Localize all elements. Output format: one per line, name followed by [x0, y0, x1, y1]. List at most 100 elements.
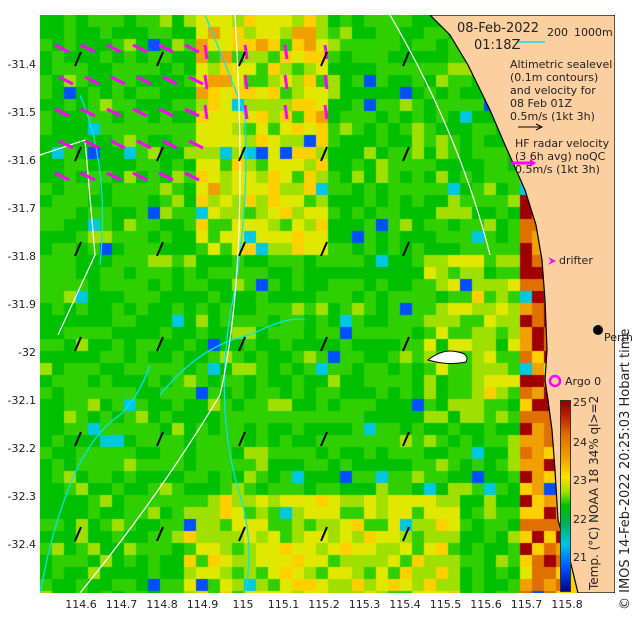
- legend-line: and velocity for: [510, 84, 596, 97]
- isobath-line: [389, 15, 491, 256]
- altimetry-arrow: [156, 146, 164, 162]
- isobath-line: [79, 15, 241, 593]
- hf-radar-arrow: [80, 171, 96, 182]
- altimetry-arrow: [402, 336, 410, 352]
- hf-radar-arrow: [203, 44, 209, 60]
- x-tick-label: 115.6: [470, 598, 502, 611]
- hf-radar-arrow: [132, 107, 148, 118]
- altimetry-arrow: [238, 336, 246, 352]
- altimetry-arrow: [320, 431, 328, 447]
- x-tick-label: 115.5: [429, 598, 462, 611]
- x-tick-label: 115.2: [308, 598, 340, 611]
- y-tick-label: -32.1: [7, 394, 36, 407]
- hf-radar-arrow: [184, 171, 200, 182]
- drifter-icon: [548, 257, 556, 265]
- hf-radar-arrow: [132, 43, 148, 54]
- colorbar: [560, 400, 571, 592]
- altimetry-arrow: [402, 241, 410, 257]
- x-tick-label: 115.7: [510, 598, 543, 611]
- altimetry-arrow: [74, 336, 82, 352]
- hf-radar-arrow: [203, 104, 209, 120]
- altimetry-arrow: [74, 146, 82, 162]
- altimetry-arrow: [156, 431, 164, 447]
- hf-radar-arrow: [243, 104, 249, 120]
- altimetry-arrow: [74, 51, 82, 67]
- altimetry-arrow: [74, 241, 82, 257]
- hf-radar-arrow: [283, 104, 289, 120]
- hf-radar-arrows: [54, 43, 329, 182]
- hf-radar-arrow: [243, 74, 249, 90]
- hf-radar-legend: HF radar velocity (3 6h avg) noQC 0.5m/s…: [515, 137, 609, 176]
- altimetry-arrow: [320, 146, 328, 162]
- altimetry-arrow: [74, 526, 82, 542]
- colorbar-tick: 24: [573, 436, 587, 449]
- y-tick-label: -32.2: [7, 442, 36, 455]
- hf-radar-arrow: [136, 139, 152, 150]
- y-tick-label: -32.3: [7, 490, 36, 503]
- altimetry-arrow: [156, 51, 164, 67]
- colorbar-tick: 22: [573, 513, 587, 526]
- altimetry-arrow: [238, 241, 246, 257]
- altimetry-arrow: [156, 241, 164, 257]
- hf-radar-arrow: [80, 43, 96, 54]
- contour-line: [40, 94, 151, 593]
- y-tick-label: -31.7: [7, 202, 36, 215]
- map-date: 08-Feb-2022: [457, 21, 540, 36]
- hf-radar-arrow: [84, 139, 100, 150]
- x-tick-label: 115.8: [551, 598, 583, 611]
- hf-radar-arrow: [203, 74, 209, 90]
- altimetry-arrow: [238, 51, 246, 67]
- colorbar-tick: 23: [573, 474, 587, 487]
- drifter-label: drifter: [559, 254, 593, 267]
- altimetry-arrow: [238, 146, 246, 162]
- y-tick-label: -31.5: [7, 106, 36, 119]
- map-time: 01:18Z: [474, 38, 521, 53]
- altimetry-arrow: [156, 336, 164, 352]
- contour-line: [159, 318, 306, 396]
- altimetry-arrow: [402, 146, 410, 162]
- legend-line: 0.5m/s (1kt 3h): [515, 163, 600, 176]
- perth-label: Perth: [604, 331, 633, 344]
- altimetry-arrow: [320, 526, 328, 542]
- legend-line: (3 6h avg) noQC: [515, 150, 606, 163]
- altimetry-arrow: [320, 336, 328, 352]
- hf-radar-arrow: [158, 107, 174, 118]
- argo-label: Argo 0: [565, 375, 602, 388]
- y-tick-label: -32.4: [7, 538, 36, 551]
- altimetry-arrow: [320, 51, 328, 67]
- altimetry-arrow: [238, 431, 246, 447]
- hf-radar-arrow: [110, 75, 126, 86]
- hf-radar-arrow: [158, 43, 174, 54]
- hf-radar-arrow: [162, 139, 178, 150]
- altimetry-arrow: [238, 526, 246, 542]
- credit: © IMOS 14-Feb-2022 20:25:03 Hobart time: [618, 328, 633, 610]
- altimetry-arrow: [402, 526, 410, 542]
- legend-line: (0.1m contours): [510, 71, 599, 84]
- scale-label-200: 200: [547, 26, 568, 39]
- island-rottnest: [426, 350, 468, 365]
- x-tick-label: 115.4: [389, 598, 421, 611]
- x-tick-label: 114.9: [186, 598, 219, 611]
- hf-radar-arrow: [110, 139, 126, 150]
- hf-radar-arrow: [136, 75, 152, 86]
- y-tick-label: -32: [18, 346, 36, 359]
- x-tick-label: 114.6: [65, 598, 97, 611]
- altimetry-arrows: [74, 51, 410, 542]
- y-tick-label: -31.9: [7, 298, 36, 311]
- sst-map[interactable]: [40, 15, 615, 593]
- argo-float-icon: [548, 374, 562, 388]
- altimetry-arrow: [402, 431, 410, 447]
- altimetry-arrow: [402, 51, 410, 67]
- x-tick-label: 114.8: [146, 598, 178, 611]
- hf-radar-arrow: [158, 171, 174, 182]
- hf-radar-arrow: [80, 107, 96, 118]
- hf-radar-arrow: [54, 171, 70, 182]
- hf-radar-arrow: [323, 104, 329, 120]
- hf-radar-arrow: [106, 43, 122, 54]
- contour-line: [204, 15, 250, 593]
- x-tick-label: 114.7: [105, 598, 138, 611]
- hf-radar-arrow: [132, 171, 148, 182]
- y-tick-label: -31.4: [7, 58, 36, 71]
- hf-radar-arrow: [106, 171, 122, 182]
- legend-line: HF radar velocity: [515, 137, 610, 150]
